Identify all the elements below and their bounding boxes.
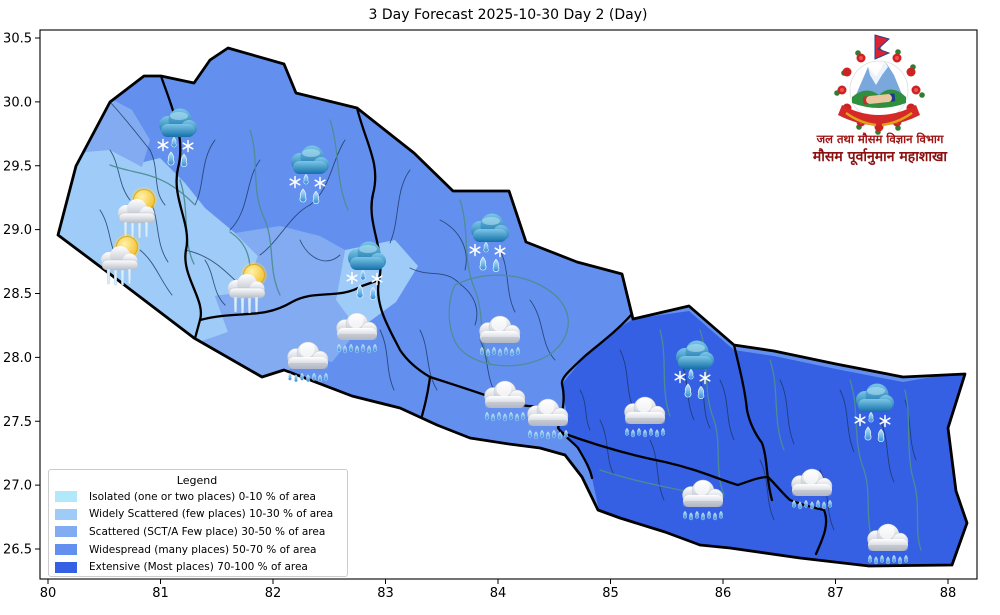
legend: Legend Isolated (one or two places) 0-10… (48, 469, 348, 577)
x-tick-label: 85 (602, 586, 619, 601)
region-far-west-south (58, 145, 258, 345)
legend-item-extensive: Extensive (Most places) 70-100 % of area (53, 558, 341, 576)
district-boundaries (99, 101, 917, 531)
y-tick-label: 30.5 (3, 32, 32, 47)
legend-item-isolated: Isolated (one or two places) 0-10 % of a… (53, 488, 341, 506)
legend-label: Widespread (many places) 50-70 % of area (89, 543, 317, 556)
x-axis: 80 81 82 83 84 85 86 87 88 (40, 579, 957, 601)
y-axis: 30.5 30.0 29.5 29.0 28.5 28.0 27.5 27.0 26.5 (3, 32, 40, 558)
y-tick-label: 29.0 (3, 223, 32, 238)
wheat-left-icon (845, 111, 877, 127)
y-tick-label: 30.0 (3, 95, 32, 110)
legend-label: Extensive (Most places) 70-100 % of area (89, 561, 308, 574)
country-outline (56, 46, 969, 568)
mountain-icon (855, 61, 903, 97)
legend-swatch-scattered (55, 526, 77, 538)
x-tick-label: 87 (827, 586, 844, 601)
logo-division-name: मौसम पूर्वानुमान महाशाखा (812, 149, 948, 165)
region-far-west-north (70, 96, 150, 170)
dhm-emblem (834, 34, 925, 135)
river-basin-lines (109, 119, 922, 551)
y-tick-label: 29.5 (3, 159, 32, 174)
legend-swatch-isolated (55, 491, 77, 503)
region-east-extensive (558, 311, 967, 566)
y-tick-label: 27.5 (3, 415, 32, 430)
y-tick-label: 26.5 (3, 543, 32, 558)
page-title: 3 Day Forecast 2025-10-30 Day 2 (Day) (368, 7, 648, 23)
legend-label: Widely Scattered (few places) 10-30 % of… (89, 508, 334, 521)
x-tick-label: 84 (490, 586, 507, 601)
logo-department-name: जल तथा मौसम विज्ञान विभाग (816, 132, 944, 146)
x-tick-label: 81 (152, 586, 169, 601)
region-mid-west (190, 226, 358, 383)
legend-label: Isolated (one or two places) 0-10 % of a… (89, 490, 316, 503)
y-tick-label: 28.0 (3, 351, 32, 366)
legend-item-widely-scattered: Widely Scattered (few places) 10-30 % of… (53, 506, 341, 524)
x-tick-label: 88 (940, 586, 957, 601)
y-tick-label: 27.0 (3, 479, 32, 494)
legend-swatch-extensive (55, 561, 77, 573)
handshake-icon (862, 93, 896, 105)
x-tick-label: 83 (377, 586, 394, 601)
legend-label: Scattered (SCT/A Few place) 30-50 % of a… (89, 525, 326, 538)
plot-frame (39, 29, 978, 580)
legend-item-widespread: Widespread (many places) 50-70 % of area (53, 541, 341, 559)
x-tick-label: 82 (265, 586, 282, 601)
legend-swatch-widely-scattered (55, 508, 77, 520)
legend-swatch-widespread (55, 544, 77, 556)
wheat-right-icon (881, 111, 913, 127)
y-tick-label: 28.5 (3, 287, 32, 302)
legend-title: Legend (176, 474, 218, 487)
legend-item-scattered: Scattered (SCT/A Few place) 30-50 % of a… (53, 523, 341, 541)
x-tick-label: 80 (40, 586, 57, 601)
nepal-flag-icon (874, 34, 891, 60)
map-interior (58, 74, 967, 566)
x-tick-label: 86 (715, 586, 732, 601)
